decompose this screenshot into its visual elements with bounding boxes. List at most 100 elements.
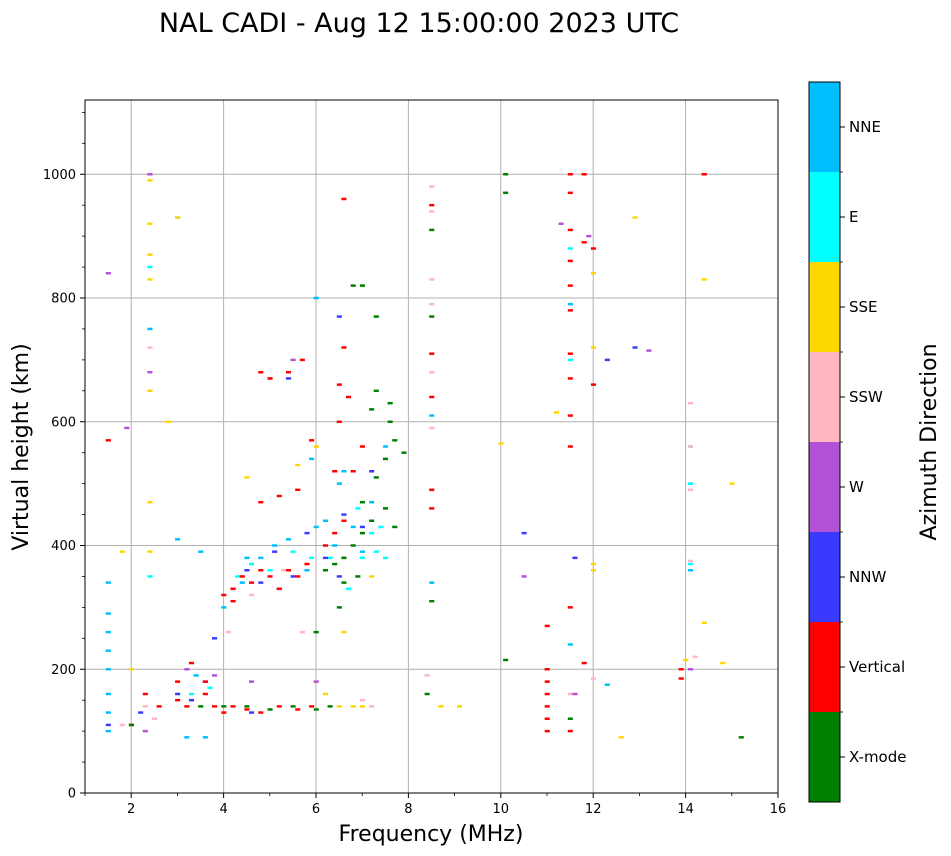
echo-point-xmode	[567, 717, 573, 720]
echo-point-nnw	[572, 556, 578, 560]
echo-point-nne	[429, 581, 435, 584]
echo-point-ssw	[692, 655, 698, 659]
echo-point-ssw	[147, 346, 153, 349]
echo-point-sse	[147, 278, 153, 281]
echo-point-vertical	[678, 668, 684, 671]
echo-point-xmode	[350, 544, 356, 547]
echo-point-sse	[590, 272, 596, 275]
echo-point-xmode	[313, 630, 319, 634]
echo-point-w	[124, 426, 130, 430]
echo-point-e	[290, 550, 296, 553]
echo-point-sse	[336, 705, 342, 708]
echo-point-vertical	[202, 680, 208, 683]
echo-point-ssw	[119, 723, 125, 727]
echo-point-xmode	[332, 562, 338, 566]
echo-point-vertical	[105, 439, 111, 442]
echo-point-vertical	[581, 661, 587, 665]
echo-point-e	[147, 575, 153, 578]
echo-point-nne	[429, 414, 435, 417]
x-tick-label: 10	[493, 802, 510, 817]
echo-point-nne	[332, 544, 338, 547]
echo-point-sse	[147, 179, 153, 182]
echo-point-sse	[701, 278, 707, 281]
echo-point-vertical	[156, 705, 162, 708]
echo-point-sse	[618, 736, 624, 739]
echo-point-vertical	[295, 708, 301, 711]
colorbar-swatch	[809, 442, 840, 532]
echo-point-vertical	[258, 711, 264, 714]
echo-point-xmode	[369, 519, 375, 522]
echo-point-nne	[359, 550, 365, 553]
echo-point-w	[687, 668, 693, 671]
echo-point-nnw	[336, 315, 342, 318]
echo-point-vertical	[309, 705, 315, 708]
echo-point-xmode	[221, 705, 227, 708]
echo-point-vertical	[230, 599, 236, 603]
echo-point-e	[267, 569, 273, 572]
echo-point-xmode	[503, 173, 509, 176]
colorbar-swatch	[809, 82, 840, 172]
colorbar-tick-label: SSW	[849, 388, 883, 406]
echo-point-e	[249, 562, 255, 566]
echo-point-vertical	[544, 692, 550, 696]
echo-point-xmode	[355, 575, 361, 578]
echo-point-ssw	[369, 705, 375, 708]
echo-point-vertical	[429, 203, 435, 207]
echo-point-vertical	[299, 358, 305, 362]
echo-point-nne	[105, 692, 111, 696]
data-points	[105, 173, 744, 739]
y-axis-ticks: 0 200 400 600 800 1000	[43, 111, 85, 802]
echo-point-sse	[590, 346, 596, 349]
echo-point-ssw	[281, 569, 287, 572]
echo-point-ssw	[687, 401, 693, 405]
echo-point-w	[212, 674, 218, 677]
echo-point-e	[369, 531, 375, 535]
echo-point-nne	[604, 683, 610, 686]
x-tick-label: 4	[219, 802, 227, 817]
echo-point-vertical	[285, 371, 292, 374]
echo-point-ssw	[424, 674, 430, 677]
x-tick-label: 2	[127, 802, 135, 817]
echo-point-nnw	[341, 513, 347, 516]
echo-point-nne	[202, 736, 208, 739]
colorbar-tick-label: X-mode	[849, 748, 906, 766]
echo-point-vertical	[544, 668, 550, 671]
echo-point-sse	[590, 569, 596, 572]
echo-point-xmode	[382, 507, 389, 510]
echo-point-xmode	[359, 284, 365, 287]
echo-point-vertical	[267, 377, 273, 380]
echo-point-w	[184, 668, 190, 671]
echo-point-vertical	[567, 445, 573, 448]
echo-point-nne	[322, 519, 329, 522]
echo-point-sse	[359, 705, 365, 708]
echo-point-sse	[720, 661, 726, 665]
y-tick-label: 200	[51, 663, 76, 678]
echo-point-vertical	[276, 494, 282, 498]
echo-point-vertical	[336, 383, 342, 386]
echo-point-vertical	[332, 470, 338, 473]
echo-point-sse	[147, 550, 153, 553]
colorbar-swatch	[809, 262, 840, 352]
echo-point-vertical	[276, 587, 282, 591]
echo-point-vertical	[544, 717, 550, 720]
echo-point-vertical	[678, 677, 684, 680]
echo-point-vertical	[590, 383, 596, 386]
echo-point-nnw	[336, 575, 342, 578]
echo-point-vertical	[212, 705, 218, 708]
echo-point-e	[382, 556, 389, 560]
echo-point-vertical	[346, 395, 352, 399]
echo-point-vertical	[304, 562, 310, 566]
echo-point-sse	[244, 476, 250, 479]
echo-point-nnw	[175, 692, 181, 696]
echo-point-vertical	[322, 544, 329, 547]
echo-point-vertical	[429, 352, 435, 355]
echo-point-vertical	[341, 197, 347, 201]
echo-point-nne	[369, 500, 375, 504]
echo-point-nne	[105, 668, 111, 671]
echo-point-vertical	[359, 445, 365, 448]
echo-point-nne	[309, 457, 315, 461]
echo-point-e	[373, 550, 379, 553]
echo-point-xmode	[738, 736, 744, 739]
echo-point-w	[646, 349, 652, 352]
